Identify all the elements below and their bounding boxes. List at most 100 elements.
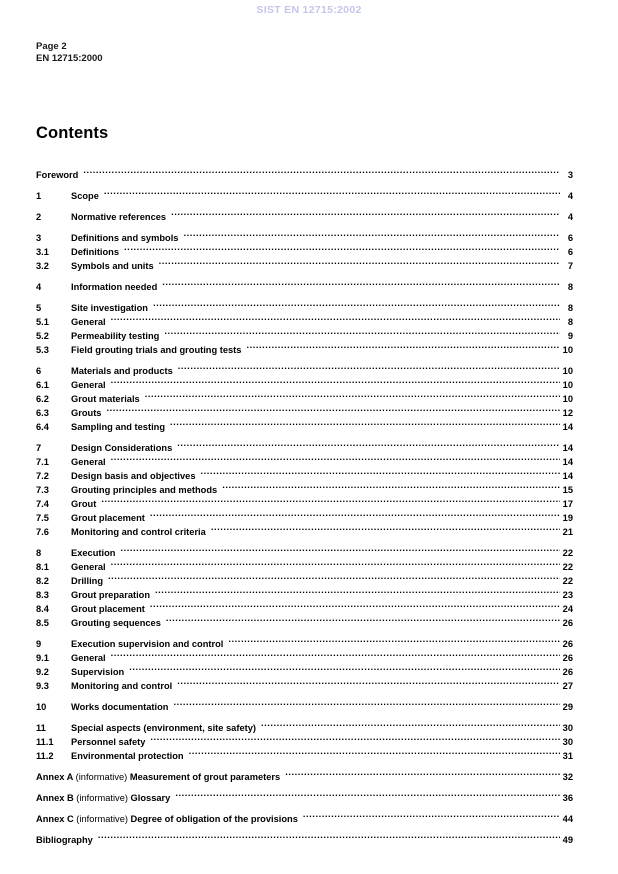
toc-entry[interactable]: 7.4 Grout 17 xyxy=(36,497,573,511)
toc-entry-title: Information needed xyxy=(71,282,158,292)
toc-entry[interactable]: 6 Materials and products 10 xyxy=(36,364,573,378)
toc-entry-title: Special aspects (environment, site safet… xyxy=(71,723,256,733)
toc-entry[interactable]: 9.1 General 26 xyxy=(36,651,573,665)
dot-leader xyxy=(189,749,560,759)
dot-leader xyxy=(171,210,560,220)
toc-entry-number: 8 xyxy=(36,548,42,558)
toc-entry-page-number: 30 xyxy=(562,723,573,733)
toc-entry-number: 2 xyxy=(36,212,42,222)
toc-entry[interactable]: 8.1 General 22 xyxy=(36,560,573,574)
toc-entry[interactable]: 5 Site investigation 8 xyxy=(36,301,573,315)
toc-entry[interactable]: Annex A (informative) Measurement of gro… xyxy=(36,770,573,784)
annex-label: Annex C xyxy=(36,814,77,824)
toc-entry[interactable]: 2 Normative references 4 xyxy=(36,210,573,224)
toc-entry-title: Personnel safety xyxy=(71,737,146,747)
toc-entry-title: Symbols and units xyxy=(71,261,154,271)
toc-entry[interactable]: 9.2 Supervision 26 xyxy=(36,665,573,679)
toc-entry-title: Site investigation xyxy=(71,303,148,313)
toc-entry[interactable]: Foreword 3 xyxy=(36,168,573,182)
toc-entry[interactable]: 7.1 General 14 xyxy=(36,455,573,469)
toc-entry[interactable]: 7 Design Considerations 14 xyxy=(36,441,573,455)
toc-entry[interactable]: 8.2 Drilling 22 xyxy=(36,574,573,588)
dot-leader xyxy=(129,665,560,675)
dot-leader xyxy=(164,329,560,339)
dot-leader xyxy=(177,679,560,689)
toc-entry[interactable]: 5.3 Field grouting trials and grouting te… xyxy=(36,343,573,357)
toc-entry[interactable]: 11.2 Environmental protection 31 xyxy=(36,749,573,763)
toc-entry-number: 3.1 xyxy=(36,247,49,257)
table-of-contents: Foreword3 1Scope4 2 Normative references 4 3D… xyxy=(36,162,573,847)
toc-entry[interactable]: 9 Execution supervision and control 26 xyxy=(36,637,573,651)
toc-entry[interactable]: 7.6 Monitoring and control criteria 21 xyxy=(36,525,573,539)
toc-entry[interactable]: 6.2 Grout materials 10 xyxy=(36,392,573,406)
toc-entry[interactable]: 8.5 Grouting sequences 26 xyxy=(36,616,573,630)
toc-entry[interactable]: 7.3 Grouting principles and methods 15 xyxy=(36,483,573,497)
toc-entry[interactable]: 7.5 Grout placement 19 xyxy=(36,511,573,525)
toc-entry-page-number: 44 xyxy=(562,814,573,824)
toc-entry-title: Annex B (informative) Glossary xyxy=(36,792,174,805)
toc-entry[interactable]: 4 Information needed 8 xyxy=(36,280,573,294)
toc-entry-title: Grout preparation xyxy=(71,590,151,600)
toc-entry[interactable]: 6.1 General 10 xyxy=(36,378,573,392)
toc-entry-list: Foreword3 1Scope4 2 Normative references 4 3D… xyxy=(36,168,573,847)
toc-entry[interactable]: 3.1 Definitions 6 xyxy=(36,245,573,259)
toc-entry[interactable]: 5.2 Permeability testing 9 xyxy=(36,329,573,343)
annex-title: Degree of obligation of the provisions xyxy=(130,814,298,824)
toc-entry[interactable]: 8.3 Grout preparation 23 xyxy=(36,588,573,602)
toc-entry-page-number: 7 xyxy=(567,261,573,271)
toc-entry[interactable]: 7.2 Design basis and objectives 14 xyxy=(36,469,573,483)
toc-entry-page-number: 4 xyxy=(567,212,573,222)
toc-entry[interactable]: 11 Special aspects (environment, site saf… xyxy=(36,721,573,735)
toc-entry[interactable]: 9.3 Monitoring and control 27 xyxy=(36,679,573,693)
dot-leader xyxy=(285,770,560,780)
toc-entry-page-number: 10 xyxy=(562,345,573,355)
dot-leader xyxy=(222,483,560,493)
toc-entry-page-number: 6 xyxy=(567,233,573,243)
toc-entry[interactable]: 3 Definitions and symbols 6 xyxy=(36,231,573,245)
dot-leader xyxy=(111,455,560,465)
toc-entry[interactable]: 11.1 Personnel safety 30 xyxy=(36,735,573,749)
toc-entry-title: Grout xyxy=(71,499,97,509)
toc-entry-page-number: 22 xyxy=(562,548,573,558)
toc-entry[interactable]: 8.4 Grout placement 24 xyxy=(36,602,573,616)
dot-leader xyxy=(111,315,560,325)
dot-leader xyxy=(303,812,560,822)
toc-entry-title: Grout placement xyxy=(71,604,145,614)
toc-entry[interactable]: 5.1 General 8 xyxy=(36,315,573,329)
toc-entry-title: Execution xyxy=(71,548,116,558)
toc-entry-title: Design basis and objectives xyxy=(71,471,196,481)
toc-entry-number: 7.4 xyxy=(36,499,49,509)
toc-entry[interactable]: 6.4 Sampling and testing 14 xyxy=(36,420,573,434)
toc-entry[interactable]: 8 Execution 22 xyxy=(36,546,573,560)
dot-leader xyxy=(175,791,560,801)
toc-entry[interactable]: 6.3 Grouts 12 xyxy=(36,406,573,420)
dot-leader xyxy=(108,574,560,584)
toc-entry[interactable]: Annex C (informative) Degree of obligati… xyxy=(36,812,573,826)
toc-entry-title: Sampling and testing xyxy=(71,422,166,432)
toc-entry-number: 8.2 xyxy=(36,576,49,586)
toc-entry-page-number: 29 xyxy=(562,702,573,712)
toc-entry-title: General xyxy=(71,380,106,390)
toc-entry-number: 9.2 xyxy=(36,667,49,677)
toc-entry-title: General xyxy=(71,562,106,572)
toc-entry[interactable]: 3.2 Symbols and units 7 xyxy=(36,259,573,273)
toc-entry-page-number: 31 xyxy=(562,751,573,761)
dot-leader xyxy=(150,602,560,612)
toc-entry-page-number: 21 xyxy=(562,527,573,537)
toc-entry-number: 11 xyxy=(36,723,46,733)
toc-entry[interactable]: Annex B (informative) Glossary 36 xyxy=(36,791,573,805)
toc-entry[interactable]: Bibliography 49 xyxy=(36,833,573,847)
toc-entry-page-number: 23 xyxy=(562,590,573,600)
toc-entry-number: 7.1 xyxy=(36,457,49,467)
toc-entry-title: Grouting principles and methods xyxy=(71,485,218,495)
toc-entry[interactable]: 10 Works documentation 29 xyxy=(36,700,573,714)
toc-entry-title: Grout materials xyxy=(71,394,140,404)
toc-entry-title: Drilling xyxy=(71,576,104,586)
toc-entry-title: Normative references xyxy=(71,212,167,222)
toc-entry-title: Scope xyxy=(71,191,99,201)
toc-entry-title: Design Considerations xyxy=(71,443,173,453)
annex-label: Annex B xyxy=(36,793,77,803)
toc-entry[interactable]: 1 Scope 4 xyxy=(36,189,573,203)
dot-leader xyxy=(159,259,560,269)
